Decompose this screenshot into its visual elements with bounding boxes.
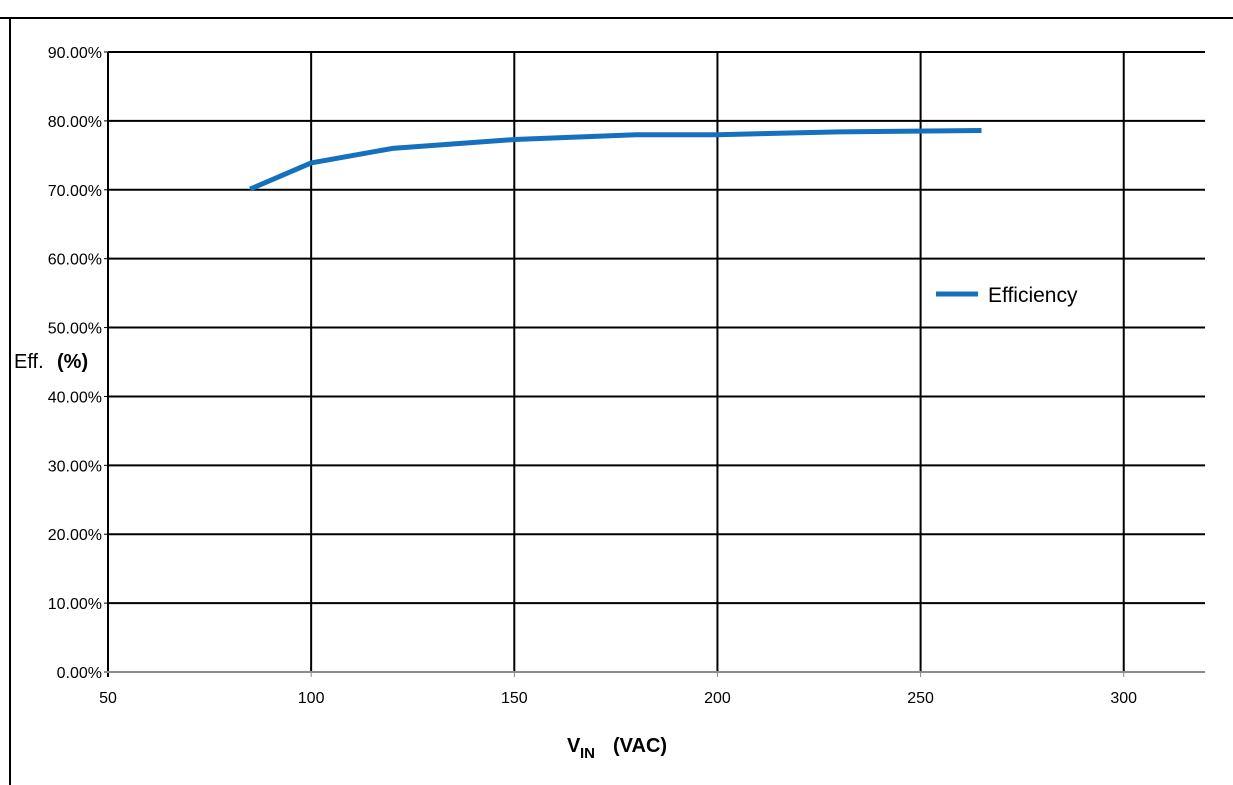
y-tick-label: 10.00% (48, 596, 102, 613)
y-tick-label: 20.00% (48, 527, 102, 544)
y-tick-label: 90.00% (48, 45, 102, 62)
y-tick-label: 70.00% (48, 183, 102, 200)
x-tick-label: 100 (298, 690, 325, 707)
x-tick-label: 150 (501, 690, 528, 707)
legend-label-efficiency: Efficiency (988, 284, 1078, 307)
legend: Efficiency (936, 284, 1078, 307)
y-tick-label: 0.00% (57, 665, 102, 682)
x-axis-title-unit: (VAC) (613, 735, 667, 757)
x-tick-label: 300 (1110, 690, 1137, 707)
x-axis-title-main: V (567, 735, 581, 757)
grid (108, 51, 1205, 672)
y-tick-label: 40.00% (48, 389, 102, 406)
x-tick-label: 250 (907, 690, 934, 707)
series (249, 128, 982, 192)
y-tick-label: 50.00% (48, 321, 102, 338)
y-axis-title: Eff. (%) (14, 351, 88, 373)
y-tick-label: 80.00% (48, 114, 102, 131)
x-tick-label: 200 (704, 690, 731, 707)
y-axis-title-unit: (%) (57, 351, 88, 373)
y-axis-title-main: Eff. (14, 351, 44, 373)
y-tick-labels: 0.00% 10.00% 20.00% 30.00% 40.00% 50.00% 60.00… (48, 45, 102, 682)
y-tick-label: 30.00% (48, 458, 102, 475)
x-tick-labels: 50 100 150 200 250 300 (99, 690, 1137, 707)
x-axis-title: V IN (VAC) (567, 735, 667, 762)
x-axis-title-subscript: IN (580, 745, 595, 762)
y-tick-label: 60.00% (48, 252, 102, 269)
x-tick-label: 50 (99, 690, 117, 707)
axes (104, 51, 1205, 677)
series-line-efficiency (249, 128, 982, 192)
